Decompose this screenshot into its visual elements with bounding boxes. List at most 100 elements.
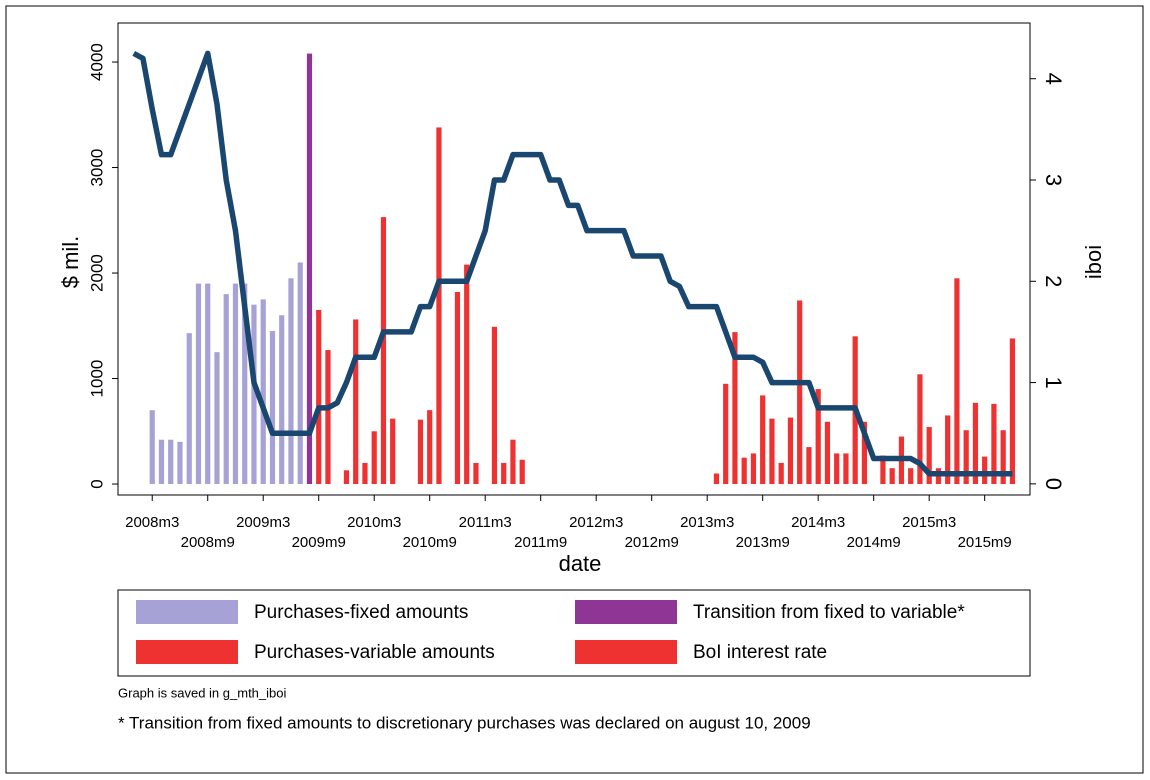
- x-tick-label: 2012m9: [625, 534, 679, 551]
- bar: [926, 427, 932, 485]
- bar: [214, 352, 220, 485]
- legend-swatch: [575, 640, 677, 664]
- bar: [963, 430, 969, 485]
- bar: [861, 421, 868, 485]
- bar: [288, 278, 294, 485]
- bar: [325, 350, 331, 485]
- bar: [843, 453, 849, 485]
- bar: [232, 283, 239, 485]
- legend-label: Purchases-variable amounts: [254, 642, 495, 663]
- bar: [732, 332, 738, 485]
- y-tick-label: 3000: [87, 149, 106, 187]
- x-tick-label: 2009m3: [236, 514, 290, 531]
- bar: [741, 457, 747, 485]
- bar: [491, 326, 498, 485]
- bar: [797, 300, 803, 485]
- legend-label: Transition from fixed to variable*: [693, 602, 965, 623]
- x-tick-label: 2014m9: [847, 534, 901, 551]
- bar: [954, 278, 960, 485]
- bar: [242, 283, 248, 485]
- bar: [1000, 430, 1006, 485]
- bar: [390, 418, 396, 485]
- bar: [251, 304, 257, 485]
- legend-swatch: [136, 640, 238, 664]
- legend-swatch: [136, 600, 238, 624]
- x-tick-label: 2015m9: [958, 534, 1012, 551]
- bar: [778, 462, 784, 485]
- bar: [908, 468, 914, 485]
- bar: [149, 410, 155, 485]
- bar: [972, 402, 979, 485]
- x-tick-label: 2011m3: [459, 514, 512, 531]
- bar: [1009, 338, 1016, 485]
- bar: [427, 410, 433, 485]
- bar: [353, 319, 359, 485]
- bar: [306, 53, 313, 485]
- bar: [186, 333, 192, 485]
- x-tick-label: 2014m3: [791, 514, 845, 531]
- y2-tick-label: 3: [1041, 174, 1066, 186]
- bar: [519, 459, 525, 485]
- bar: [158, 439, 165, 485]
- bar: [371, 431, 377, 485]
- bar: [316, 309, 322, 485]
- bar: [713, 473, 720, 485]
- legend-label: Purchases-fixed amounts: [254, 602, 468, 623]
- y2-axis-title: iboi: [1081, 245, 1106, 279]
- legend-label: BoI interest rate: [693, 642, 827, 663]
- x-tick-label: 2010m3: [347, 514, 401, 531]
- x-tick-label: 2009m9: [292, 534, 346, 551]
- bar: [834, 453, 840, 485]
- bar: [750, 453, 757, 485]
- bar: [343, 470, 350, 485]
- bar: [760, 395, 766, 485]
- x-tick-label: 2008m9: [181, 534, 235, 551]
- x-tick-label: 2013m3: [680, 514, 734, 531]
- bar: [806, 447, 812, 485]
- bar: [454, 292, 461, 485]
- bar: [223, 294, 229, 485]
- bar: [501, 462, 507, 485]
- x-tick-label: 2012m3: [569, 514, 623, 531]
- x-tick-label: 2011m9: [514, 534, 567, 551]
- bar: [436, 127, 442, 485]
- bar: [723, 383, 729, 485]
- bar: [945, 415, 951, 485]
- x-tick-label: 2008m3: [125, 514, 179, 531]
- x-tick-label: 2010m9: [403, 534, 457, 551]
- y-tick-label: 0: [87, 479, 106, 488]
- bar: [787, 417, 794, 485]
- bar: [279, 315, 285, 485]
- legend-frame: [117, 589, 1031, 677]
- legend-swatch: [575, 600, 677, 624]
- bar: [815, 389, 821, 485]
- bar: [168, 439, 174, 485]
- bar: [195, 283, 202, 485]
- bar: [889, 468, 895, 485]
- x-axis-title: date: [559, 551, 602, 576]
- bar: [473, 462, 479, 485]
- bar: [769, 418, 775, 485]
- bar: [177, 441, 183, 485]
- bar: [380, 217, 387, 485]
- y-tick-label: 4000: [87, 43, 106, 81]
- bar: [260, 299, 266, 485]
- y2-tick-label: 1: [1041, 376, 1066, 388]
- bar: [510, 439, 516, 485]
- y-tick-label: 2000: [87, 254, 106, 292]
- y-axis-title: $ mil.: [58, 236, 83, 289]
- bar: [205, 283, 211, 485]
- bar: [269, 331, 276, 485]
- note: Graph is saved in g_mth_iboi: [118, 685, 286, 700]
- bar: [917, 374, 923, 485]
- y2-tick-label: 0: [1041, 478, 1066, 490]
- y2-tick-label: 2: [1041, 275, 1066, 287]
- bar: [362, 462, 368, 485]
- note: * Transition from fixed amounts to discr…: [118, 713, 811, 732]
- bar: [464, 264, 470, 485]
- bar: [297, 262, 303, 485]
- bar: [991, 403, 997, 485]
- bar: [982, 456, 988, 485]
- bar: [880, 455, 886, 485]
